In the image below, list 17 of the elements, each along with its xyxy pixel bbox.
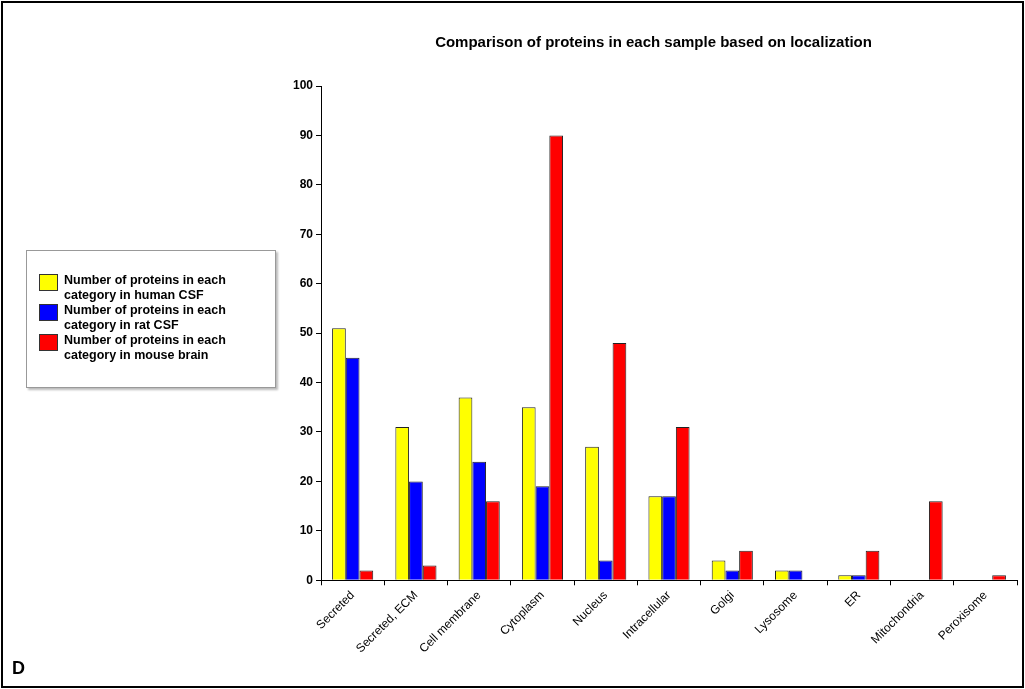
legend-label: Number of proteins in each category in human CSF: [64, 273, 227, 303]
text: D: [12, 658, 25, 679]
x-tick-label: ER: [841, 587, 864, 610]
y-tick-label: 10: [299, 523, 314, 538]
y-tick-label: 20: [299, 473, 314, 488]
chart-title: Comparison of proteins in each sample based on localization: [435, 33, 872, 51]
legend-label: Number of proteins in each category in rat CSF: [64, 303, 227, 333]
y-tick-label: 40: [299, 374, 314, 389]
y-tick-label: 0: [306, 572, 314, 587]
y-tick-label: 100: [292, 78, 314, 93]
y-tick-label: 50: [299, 325, 314, 340]
y-tick-label: 80: [299, 177, 314, 192]
y-tick-label: 70: [299, 226, 314, 241]
y-tick-label: 60: [299, 276, 314, 291]
legend-label: Number of proteins in each category in mouse brain: [64, 333, 227, 363]
y-tick-label: 90: [299, 127, 314, 142]
y-tick-label: 30: [299, 424, 314, 439]
